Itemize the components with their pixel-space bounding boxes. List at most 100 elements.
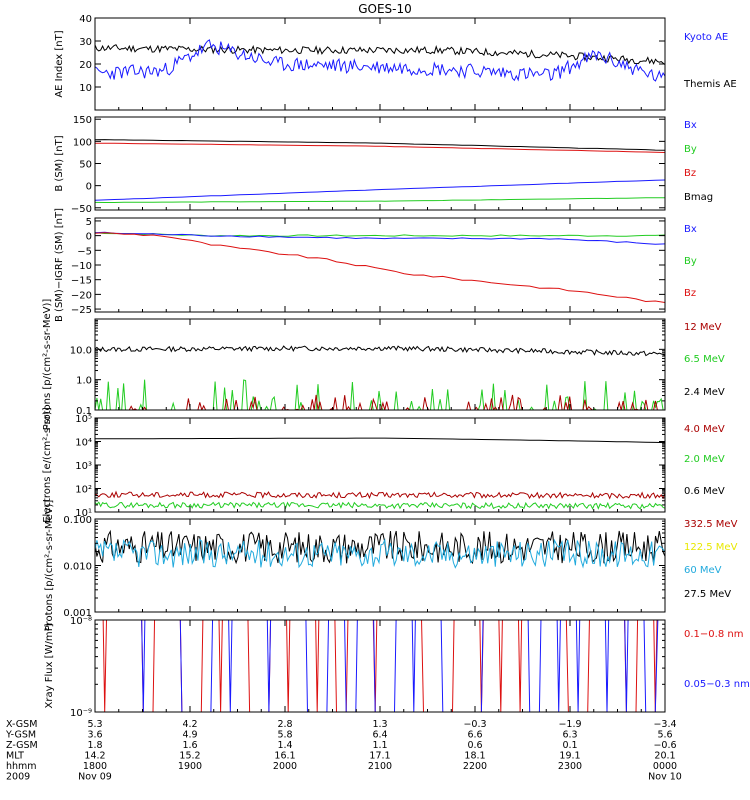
y-axis-label-prot2: Protons [p/(cm²-s-sr-MeV)] <box>44 500 55 632</box>
y-tick-label-elec-1: 10² <box>75 485 92 496</box>
series-elec-2 <box>95 501 665 510</box>
x-row-value-0-2: 2.8 <box>277 719 292 730</box>
y-tick-label-prot1-2: 10.0 <box>70 345 92 356</box>
series-bigrf-1 <box>95 231 665 245</box>
x-row-label-3: MLT <box>6 751 24 762</box>
legend-elec-1: 2.0 MeV <box>684 454 725 465</box>
plot-frame-ae <box>94 17 666 111</box>
legend-xray-1: 0.05−0.3 nm <box>684 679 750 690</box>
x-row-value-0-3: 1.3 <box>372 719 387 730</box>
legend-prot1-2: 2.4 MeV <box>684 387 725 398</box>
panel-prot1: 0.1 1.0 10.0 Protons [p/(cm²-s-sr-MeV)] 12 M… <box>42 299 725 431</box>
series-elec-0 <box>95 437 665 444</box>
x-row-value-0-4: −0.3 <box>463 719 486 730</box>
x-row-value-4-2: 2000 <box>273 761 297 772</box>
panel-xray: 10⁻⁹ 10⁻⁸ Xray Flux [W/m²] 0.1−0.8 nm 0.05−0… <box>44 616 750 719</box>
y-tick-label-prot1-0: 0.1 <box>76 406 92 417</box>
legend-prot2-3: 27.5 MeV <box>684 589 731 600</box>
legend-prot2-2: 60 MeV <box>684 565 722 576</box>
x-row-value-4-1: 1900 <box>178 761 202 772</box>
x-row-value-0-5: −1.9 <box>558 719 581 730</box>
y-tick-label-ae-0: 10 <box>79 83 92 94</box>
x-row-value-4-4: 2200 <box>463 761 487 772</box>
y-tick-label-bigrf-2: −15 <box>71 276 92 287</box>
x-row-value-1-4: 6.6 <box>467 730 482 741</box>
y-axis-label-xray: Xray Flux [W/m²] <box>44 623 55 708</box>
y-tick-label-ae-2: 30 <box>79 37 92 48</box>
legend-bigrf-0: Bx <box>684 224 697 235</box>
y-tick-label-bsm-2: 50 <box>79 160 92 171</box>
plot-frame-prot2 <box>94 518 666 613</box>
x-row-value-3-2: 16.1 <box>274 751 295 762</box>
y-tick-label-ae-1: 20 <box>79 60 92 71</box>
x-row-label-0: X-GSM <box>6 719 37 730</box>
legend-elec-0: 4.0 MeV <box>684 424 725 435</box>
x-row-value-5-6: Nov 10 <box>648 772 682 783</box>
y-tick-label-bigrf-6: 5 <box>86 217 92 228</box>
y-tick-label-bigrf-5: 0 <box>86 232 92 243</box>
y-tick-label-bigrf-1: −20 <box>71 290 92 301</box>
x-row-value-1-5: 6.3 <box>562 730 577 741</box>
series-ae-0 <box>95 44 665 65</box>
x-row-value-2-3: 1.1 <box>372 740 387 751</box>
plot-frame-elec <box>94 417 666 513</box>
legend-bigrf-1: By <box>684 256 697 267</box>
y-tick-label-bigrf-0: −25 <box>71 305 92 316</box>
x-row-value-3-0: 14.2 <box>84 751 105 762</box>
legend-prot2-1: 122.5 MeV <box>684 542 738 553</box>
x-row-value-1-2: 5.8 <box>277 730 292 741</box>
plot-frame-bsm <box>94 116 666 211</box>
y-tick-label-bsm-1: 0 <box>86 182 92 193</box>
legend-bsm-3: Bmag <box>684 192 713 203</box>
y-tick-label-prot2-1: 0.010 <box>63 562 92 573</box>
series-bsm-3 <box>95 197 665 203</box>
legend-prot1-1: 6.5 MeV <box>684 354 725 365</box>
x-axis-table: X-GSM 5.3 4.2 2.8 1.3 −0.3 −1.9 −3.4 Y-GSM 3.6 4.9… <box>5 719 682 783</box>
y-tick-label-prot2-2: 0.100 <box>63 515 92 526</box>
panel-elec: 10¹ 10² 10³ 10⁴ 10⁵ Electrons [e/(cm²-s-sr)] 4… <box>42 407 725 523</box>
x-row-value-4-5: 2300 <box>558 761 582 772</box>
legend-bsm-0: Bx <box>684 120 697 131</box>
legend-ae-0: Kyoto AE <box>684 32 728 43</box>
x-row-value-4-3: 2100 <box>368 761 392 772</box>
x-row-label-1: Y-GSM <box>5 730 36 741</box>
y-tick-label-prot2-0: 0.001 <box>63 608 92 619</box>
panel-bsm: −50 0 50 100 150 B (SM) [nT] Bx By Bz Bmag <box>54 115 713 215</box>
y-tick-label-bsm-3: 100 <box>73 137 92 148</box>
series-elec-1 <box>95 490 665 500</box>
series-prot2-1 <box>95 538 665 569</box>
x-row-value-1-1: 4.9 <box>182 730 197 741</box>
series-bsm-1 <box>95 142 665 153</box>
x-row-value-4-0: 1800 <box>83 761 107 772</box>
x-row-label-4: hhmm <box>6 761 37 772</box>
y-tick-label-xray-0: 10⁻⁹ <box>70 708 92 719</box>
legend-bigrf-2: Bz <box>684 288 696 299</box>
x-row-value-3-1: 15.2 <box>179 751 200 762</box>
y-axis-label-prot1: Protons [p/(cm²-s-sr-MeV)] <box>42 299 53 431</box>
y-tick-label-elec-3: 10⁴ <box>75 438 92 449</box>
y-tick-label-ae-3: 40 <box>79 14 92 25</box>
x-row-value-0-1: 4.2 <box>182 719 197 730</box>
y-tick-label-bigrf-4: −5 <box>77 246 92 257</box>
y-tick-label-prot1-1: 1.0 <box>76 376 92 387</box>
x-row-value-2-2: 1.4 <box>277 740 292 751</box>
x-row-value-0-0: 5.3 <box>87 719 102 730</box>
y-tick-label-elec-4: 10⁵ <box>75 414 92 425</box>
series-bigrf-2 <box>95 232 665 303</box>
x-row-value-2-0: 1.8 <box>87 740 102 751</box>
x-row-value-3-3: 17.1 <box>369 751 390 762</box>
y-tick-label-bsm-4: 150 <box>73 115 92 126</box>
series-prot1-1 <box>95 379 665 410</box>
x-row-value-3-6: 20.1 <box>654 751 675 762</box>
y-axis-label-elec: Electrons [e/(cm²-s-sr)] <box>42 407 53 523</box>
y-tick-label-elec-2: 10³ <box>75 461 92 472</box>
legend-elec-2: 0.6 MeV <box>684 486 725 497</box>
panel-bigrf: −25 −20 −15 −10 −5 0 5 B (SM)−IGRF (SM) [nT] Bx B… <box>54 208 697 322</box>
y-axis-label-bigrf: B (SM)−IGRF (SM) [nT] <box>54 208 65 322</box>
x-row-value-2-4: 0.6 <box>467 740 482 751</box>
x-row-value-3-5: 19.1 <box>559 751 580 762</box>
legend-bsm-2: Bz <box>684 168 696 179</box>
series-bsm-0 <box>95 139 665 151</box>
x-row-value-1-6: 5.6 <box>657 730 672 741</box>
